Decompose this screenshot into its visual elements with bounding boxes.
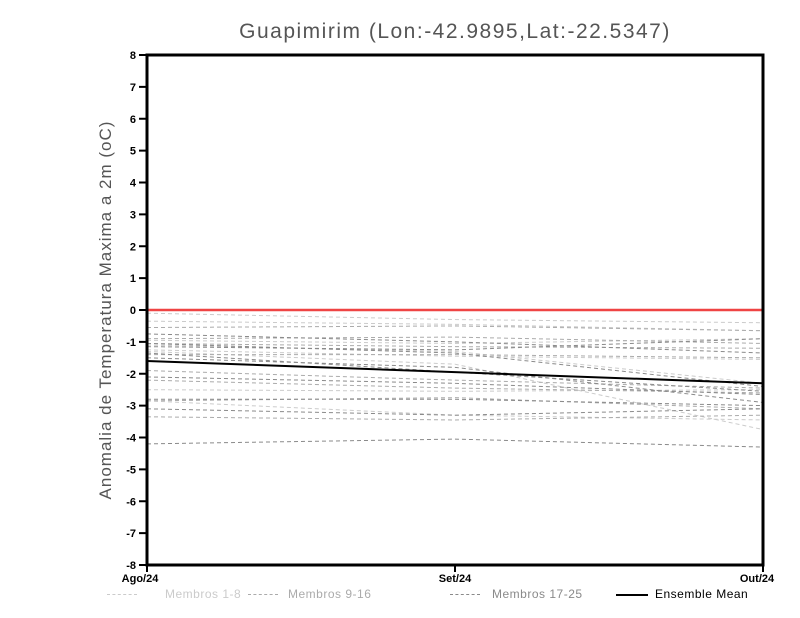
y-tick-label: 0 <box>130 305 136 317</box>
y-tick-label: -2 <box>126 369 136 381</box>
member-line <box>146 414 764 421</box>
member-line <box>146 325 764 332</box>
member-line <box>146 344 764 384</box>
x-tick-label: Set/24 <box>439 573 472 585</box>
y-tick-label: -6 <box>126 496 136 508</box>
y-tick-label: 4 <box>130 178 137 190</box>
member-line <box>146 338 764 351</box>
member-line <box>146 370 764 389</box>
y-tick-label: 6 <box>130 114 136 126</box>
y-tick-label: 2 <box>130 241 136 253</box>
member-line <box>146 350 764 431</box>
member-line <box>146 389 764 392</box>
member-line <box>146 333 764 354</box>
member-line <box>146 379 764 394</box>
y-tick-label: -1 <box>126 337 136 349</box>
member-line <box>146 376 764 395</box>
y-tick-label: -4 <box>126 433 137 445</box>
member-line <box>146 397 764 410</box>
y-tick-label: -7 <box>126 528 136 540</box>
member-line <box>146 349 764 360</box>
y-tick-label: 7 <box>130 82 136 94</box>
y-tick-label: 8 <box>130 50 136 62</box>
x-tick-label: Out/24 <box>740 573 775 585</box>
y-tick-label: 1 <box>130 273 136 285</box>
member-line <box>146 342 764 349</box>
ensemble-mean-line <box>146 360 764 385</box>
y-tick-label: -8 <box>126 560 136 572</box>
member-line <box>146 336 764 344</box>
member-line <box>146 312 764 324</box>
member-line <box>146 408 764 416</box>
member-line <box>146 438 764 448</box>
member-line <box>146 342 764 387</box>
x-tick-label: Ago/24 <box>122 573 160 585</box>
y-tick-label: -5 <box>126 464 136 476</box>
y-tick-label: -3 <box>126 401 136 413</box>
chart-title: Guapimirim (Lon:-42.9895,Lat:-22.5347) <box>239 20 671 43</box>
member-line <box>146 338 764 344</box>
y-tick-label: 3 <box>130 209 136 221</box>
y-tick-label: 5 <box>130 146 136 158</box>
member-line <box>147 398 764 407</box>
member-line <box>147 354 764 359</box>
member-line <box>146 320 764 332</box>
